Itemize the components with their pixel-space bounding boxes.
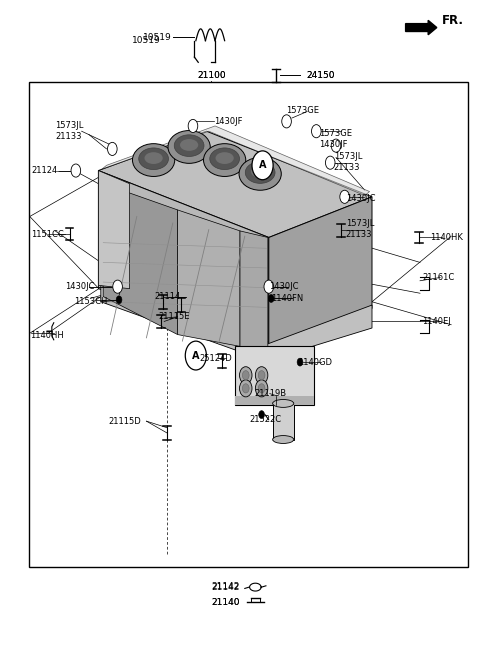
Ellipse shape [210, 148, 240, 169]
Text: 21119B: 21119B [254, 389, 287, 398]
Polygon shape [98, 171, 130, 289]
Ellipse shape [180, 139, 198, 151]
Bar [273, 403, 294, 440]
Circle shape [255, 367, 268, 384]
Circle shape [258, 384, 265, 393]
Ellipse shape [245, 161, 275, 184]
Ellipse shape [273, 436, 294, 443]
Text: 1140HK: 1140HK [430, 233, 462, 242]
Circle shape [242, 371, 249, 380]
Text: 1573JL
21133: 1573JL 21133 [55, 121, 84, 141]
Ellipse shape [174, 135, 204, 157]
Ellipse shape [144, 152, 163, 164]
Text: 1573JL
21133: 1573JL 21133 [346, 219, 374, 239]
Polygon shape [98, 171, 269, 342]
Text: 25124D: 25124D [199, 354, 232, 363]
Circle shape [185, 341, 206, 370]
Text: 1140GD: 1140GD [298, 358, 332, 367]
Text: 21100: 21100 [197, 71, 226, 80]
Bar [29, 82, 468, 567]
Text: 1151CC: 1151CC [31, 230, 64, 239]
Circle shape [312, 125, 321, 138]
Circle shape [282, 115, 291, 128]
Bar [235, 396, 314, 405]
Text: 1140HH: 1140HH [30, 331, 63, 340]
Text: 21140: 21140 [211, 598, 240, 607]
Polygon shape [98, 131, 372, 237]
Ellipse shape [273, 400, 294, 407]
Circle shape [240, 380, 252, 397]
Circle shape [188, 119, 198, 133]
Text: 21115E: 21115E [158, 312, 190, 321]
Circle shape [71, 164, 81, 177]
Circle shape [258, 371, 265, 380]
Ellipse shape [251, 166, 269, 178]
Text: 1430JC: 1430JC [65, 282, 94, 291]
Circle shape [108, 142, 117, 155]
Circle shape [268, 295, 274, 302]
Circle shape [259, 411, 264, 419]
Circle shape [340, 190, 349, 203]
Text: 1430JF: 1430JF [319, 140, 348, 150]
Bar [235, 346, 314, 405]
Text: 1573JL
21133: 1573JL 21133 [334, 152, 362, 172]
Polygon shape [103, 184, 178, 335]
Ellipse shape [168, 131, 210, 163]
Circle shape [297, 358, 303, 366]
Text: 21522C: 21522C [250, 415, 282, 424]
Text: 21100: 21100 [197, 71, 226, 80]
Text: 1573GE: 1573GE [319, 129, 352, 138]
Text: 21115D: 21115D [108, 417, 141, 426]
Polygon shape [178, 210, 240, 346]
Circle shape [325, 156, 335, 169]
Circle shape [252, 151, 273, 180]
Circle shape [113, 280, 122, 293]
Text: 1153CH: 1153CH [74, 297, 108, 306]
Polygon shape [102, 126, 370, 195]
Text: 10519: 10519 [143, 33, 172, 42]
Text: 1430JC: 1430JC [269, 282, 298, 291]
Ellipse shape [139, 148, 168, 169]
Text: 24150: 24150 [306, 71, 335, 80]
Text: 21142: 21142 [211, 582, 240, 591]
Polygon shape [101, 285, 372, 361]
Circle shape [242, 384, 249, 393]
Ellipse shape [204, 144, 246, 176]
Circle shape [240, 367, 252, 384]
Text: 21161C: 21161C [422, 273, 455, 282]
Text: FR.: FR. [442, 14, 464, 28]
Circle shape [116, 296, 122, 304]
Circle shape [264, 280, 274, 293]
Ellipse shape [132, 144, 175, 176]
Text: 21114: 21114 [154, 292, 180, 301]
Text: 21142: 21142 [211, 583, 240, 592]
Ellipse shape [216, 152, 234, 164]
Polygon shape [240, 231, 268, 349]
Text: 24150: 24150 [306, 71, 335, 80]
Text: 1140FN: 1140FN [271, 294, 303, 303]
Polygon shape [269, 197, 372, 349]
Text: 1430JF: 1430JF [214, 117, 242, 126]
Text: 10519: 10519 [132, 36, 161, 45]
Text: 21124: 21124 [31, 166, 58, 175]
Text: A: A [259, 160, 266, 171]
Text: 1430JC: 1430JC [346, 194, 375, 203]
Text: A: A [192, 350, 200, 361]
Circle shape [331, 139, 341, 152]
Circle shape [255, 380, 268, 397]
FancyArrow shape [406, 20, 437, 35]
Text: 21140: 21140 [211, 598, 240, 607]
Text: 1140EJ: 1140EJ [422, 317, 451, 326]
Ellipse shape [239, 157, 281, 190]
Text: 1573GE: 1573GE [286, 106, 319, 115]
